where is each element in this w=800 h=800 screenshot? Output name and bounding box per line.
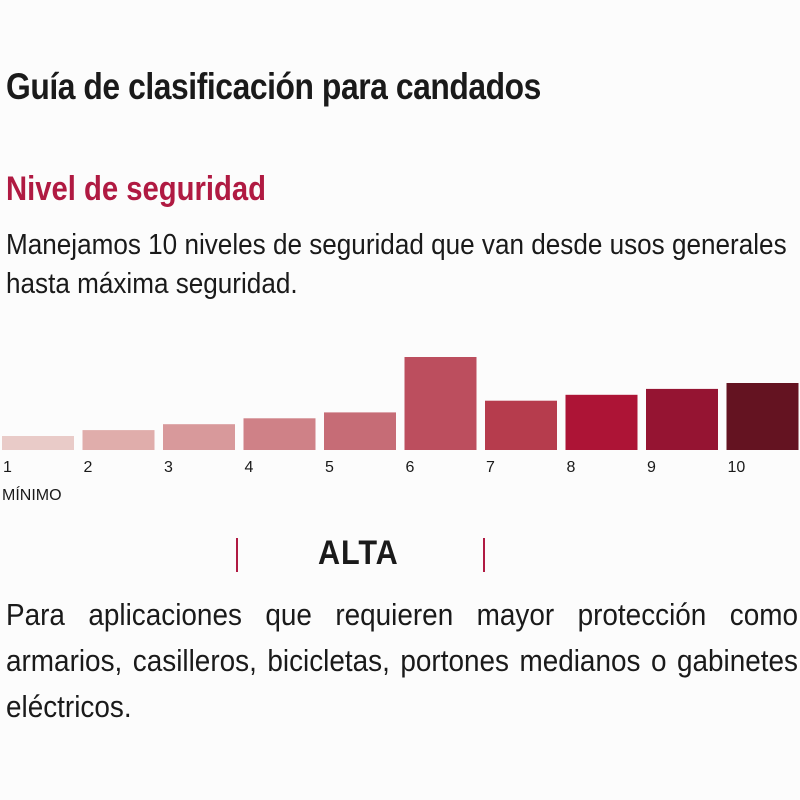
tick-label-9: 9 — [647, 459, 656, 476]
bar-level-10 — [726, 383, 799, 450]
tick-label-1: 1 — [3, 459, 12, 476]
bar-level-7 — [485, 400, 557, 450]
bar-level-6 — [404, 357, 477, 450]
intro-text: Manejamos 10 niveles de seguridad que va… — [6, 229, 787, 300]
page-title: Guía de clasificación para candados — [6, 66, 541, 107]
tick-label-8: 8 — [567, 459, 576, 476]
tick-label-3: 3 — [164, 459, 173, 476]
bar-level-2 — [82, 430, 155, 450]
bar-level-3 — [163, 424, 235, 450]
bar-group — [2, 357, 799, 450]
tick-label-7: 7 — [486, 459, 495, 476]
bar-level-5 — [324, 412, 396, 450]
section-heading: Nivel de seguridad — [6, 170, 267, 208]
tick-label-6: 6 — [406, 459, 415, 476]
left-divider — [236, 538, 238, 572]
bar-level-1 — [2, 436, 74, 450]
bar-level-4 — [243, 418, 316, 450]
tick-label-5: 5 — [325, 459, 334, 476]
bar-level-8 — [565, 394, 638, 450]
right-divider — [483, 538, 485, 572]
description-text: Para aplicaciones que requieren mayor pr… — [6, 597, 798, 724]
security-level-chart: 1 2 3 4 5 6 7 8 9 10 MÍNIMO — [2, 357, 799, 504]
rating-banner: ALTA — [0, 534, 800, 584]
min-level-label: MÍNIMO — [2, 485, 62, 504]
tick-label-group: 1 2 3 4 5 6 7 8 9 10 — [3, 459, 745, 476]
rating-label: ALTA — [318, 534, 399, 572]
tick-label-2: 2 — [84, 459, 93, 476]
tick-label-10: 10 — [728, 459, 746, 476]
bar-level-9 — [646, 388, 718, 450]
tick-label-4: 4 — [245, 459, 254, 476]
